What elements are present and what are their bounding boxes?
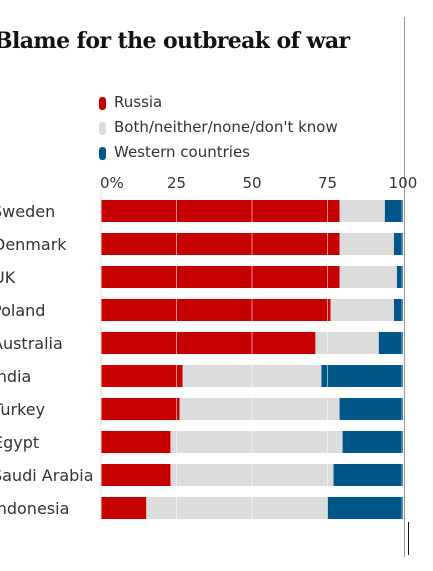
category-label-denmark: Denmark [0, 235, 67, 254]
bar-russia-india [101, 365, 183, 387]
frame-corner-mark [408, 522, 409, 555]
legend-label-western-countries: Western countries [114, 143, 250, 161]
bar-both-neither-none-don-t-know-sweden [339, 200, 385, 222]
frame-right-border [404, 17, 405, 557]
category-label-poland: Poland [0, 301, 45, 320]
bar-western-countries-indonesia [327, 497, 403, 519]
bar-western-countries-india [321, 365, 403, 387]
bar-western-countries-saudi-arabia [333, 464, 403, 486]
category-label-turkey: Turkey [0, 400, 45, 419]
bar-western-countries-sweden [384, 200, 403, 222]
legend-swatch-russia [99, 97, 106, 110]
x-tick-label-50: 50 [242, 174, 261, 192]
bar-russia-australia [101, 332, 316, 354]
category-label-saudi-arabia: Saudi Arabia [0, 466, 94, 485]
legend-swatch-western-countries [99, 147, 106, 160]
category-label-australia: Australia [0, 334, 63, 353]
bar-russia-uk [101, 266, 340, 288]
bar-both-neither-none-don-t-know-denmark [339, 233, 394, 255]
category-label-egypt: Egypt [0, 433, 39, 452]
category-label-sweden: Sweden [0, 202, 55, 221]
bar-russia-saudi-arabia [101, 464, 171, 486]
category-label-india: India [0, 367, 31, 386]
x-tick-label-25: 25 [167, 174, 186, 192]
bar-western-countries-uk [396, 266, 403, 288]
x-tick-label-75: 75 [318, 174, 337, 192]
x-tick-label-100: 100 [389, 174, 418, 192]
bar-russia-turkey [101, 398, 180, 420]
bar-both-neither-none-don-t-know-poland [330, 299, 394, 321]
bar-both-neither-none-don-t-know-indonesia [146, 497, 328, 519]
bar-western-countries-turkey [339, 398, 403, 420]
bar-both-neither-none-don-t-know-turkey [179, 398, 340, 420]
legend-swatch-both-neither [99, 122, 106, 135]
x-tick-label-0: 0% [100, 174, 124, 192]
bar-russia-sweden [101, 200, 340, 222]
bar-western-countries-australia [378, 332, 403, 354]
legend-label-both-neither: Both/neither/none/don't know [114, 118, 338, 136]
bar-russia-denmark [101, 233, 340, 255]
bar-russia-poland [101, 299, 331, 321]
bar-russia-indonesia [101, 497, 147, 519]
bar-western-countries-egypt [342, 431, 403, 453]
bar-both-neither-none-don-t-know-australia [315, 332, 379, 354]
category-label-uk: UK [0, 268, 16, 287]
legend-label-russia: Russia [114, 93, 163, 111]
category-label-indonesia: Indonesia [0, 499, 69, 518]
bar-western-countries-poland [393, 299, 403, 321]
bar-both-neither-none-don-t-know-egypt [170, 431, 343, 453]
bar-russia-egypt [101, 431, 171, 453]
bar-western-countries-denmark [393, 233, 403, 255]
bar-both-neither-none-don-t-know-uk [339, 266, 397, 288]
chart-title: Blame for the outbreak of war [0, 28, 350, 54]
